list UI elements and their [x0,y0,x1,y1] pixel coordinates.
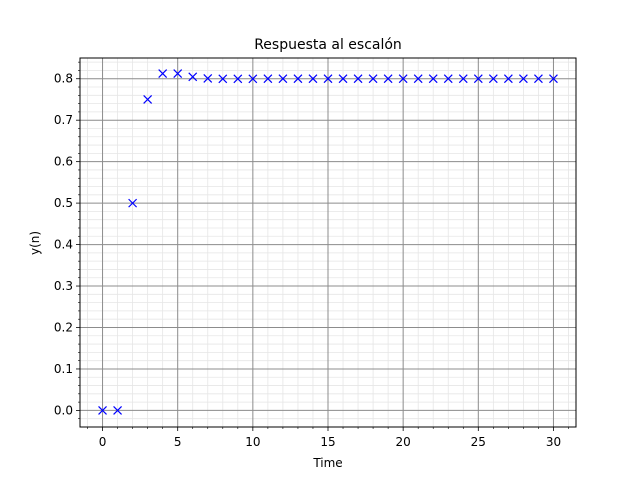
data-point [293,74,303,84]
y-tick-label: 0.8 [54,72,73,86]
data-point [383,74,393,84]
marker-stroke [398,74,408,84]
marker-stroke [488,74,498,84]
data-point [458,74,468,84]
marker-stroke [278,74,288,84]
y-axis-label: y(n) [28,231,42,255]
data-point [398,74,408,84]
data-point [443,74,453,84]
data-point [413,74,423,84]
data-point [98,405,107,415]
marker-stroke [368,74,378,84]
marker-stroke [98,405,107,415]
data-point [503,74,513,84]
chart-title: Respuesta al escalón [254,37,402,53]
marker-stroke [233,74,243,84]
x-axis-label: Time [312,456,342,470]
x-tick-label: 10 [245,435,260,449]
x-tick-label: 5 [174,435,182,449]
y-tick-label: 0.7 [54,113,73,127]
marker-stroke [158,69,168,78]
marker-stroke [308,74,318,84]
data-point [173,69,183,78]
data-point [473,74,483,84]
data-point [263,74,273,84]
data-point [218,74,228,84]
major-grid [80,58,576,427]
x-tick-label: 15 [320,435,335,449]
y-tick-label: 0.1 [54,362,73,376]
data-point [549,74,558,84]
marker-stroke [413,74,423,84]
marker-stroke [503,74,513,84]
marker-stroke [518,74,528,84]
marker-stroke [458,74,468,84]
marker-stroke [128,198,138,208]
marker-stroke [293,74,303,84]
marker-stroke [188,72,198,82]
data-point [368,74,378,84]
x-tick-label: 25 [471,435,486,449]
marker-stroke [248,74,258,84]
data-point [353,74,363,84]
data-point [248,74,258,84]
marker-stroke [203,73,213,83]
data-point [338,74,348,84]
marker-stroke [533,74,543,84]
y-tick-label: 0.2 [54,320,73,334]
marker-stroke [263,74,273,84]
x-tick-label: 30 [546,435,561,449]
marker-stroke [383,74,393,84]
x-tick-label: 0 [99,435,107,449]
x-axis-ticks: 0 5 10 15 20 25 30 [87,427,569,449]
data-point [188,72,198,82]
marker-stroke [173,69,183,78]
y-tick-label: 0.4 [54,238,73,252]
marker-stroke [549,74,558,84]
data-point [308,74,318,84]
y-tick-label: 0.0 [54,403,73,417]
data-point [488,74,498,84]
y-tick-label: 0.6 [54,155,73,169]
marker-stroke [218,74,228,84]
y-axis-ticks: 0.0 0.1 0.2 0.3 0.4 0.5 0.6 0.7 0.8 [54,61,80,420]
marker-stroke [113,405,123,415]
data-points [98,69,558,415]
y-tick-label: 0.3 [54,279,73,293]
y-tick-label: 0.5 [54,196,73,210]
marker-stroke [338,74,348,84]
data-point [158,69,168,78]
marker-stroke [353,74,363,84]
marker-stroke [428,74,438,84]
data-point [233,74,243,84]
marker-stroke [443,74,453,84]
marker-stroke [143,95,153,104]
data-point [533,74,543,84]
data-point [323,74,333,84]
data-point [278,74,288,84]
marker-stroke [473,74,483,84]
data-point [203,73,213,83]
minor-grid [80,58,576,427]
x-tick-label: 20 [396,435,411,449]
marker-stroke [323,74,333,84]
data-point [518,74,528,84]
data-point [113,405,123,415]
data-point [428,74,438,84]
data-point [128,198,138,208]
data-point [143,95,153,104]
